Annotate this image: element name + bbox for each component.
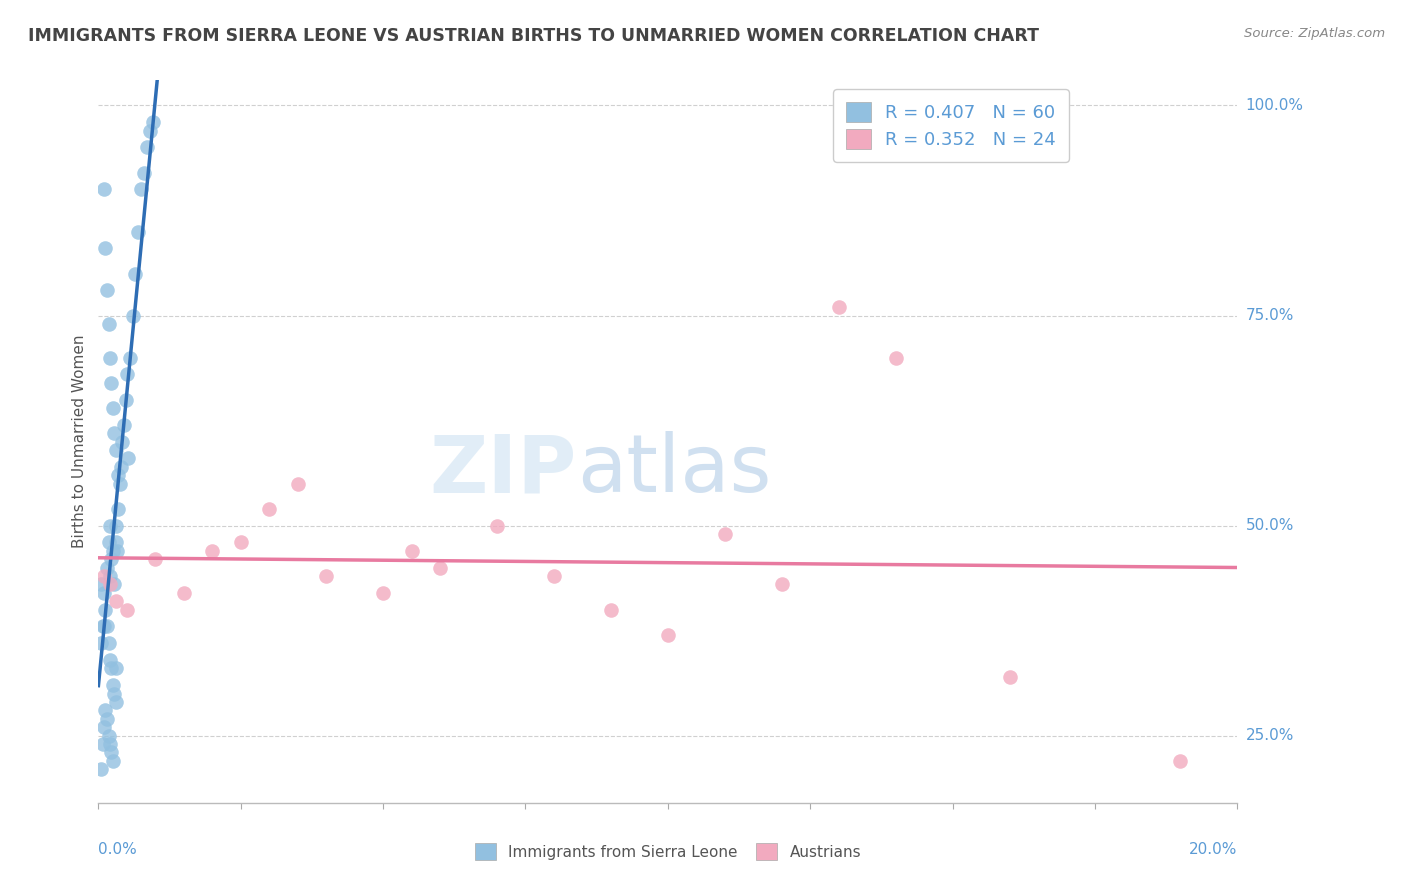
Point <box>97 535 120 549</box>
Point <box>259 501 281 516</box>
Point <box>98 737 121 751</box>
Point <box>96 560 118 574</box>
Point <box>101 678 124 692</box>
Point <box>117 451 139 466</box>
Point <box>93 182 115 196</box>
Point <box>229 535 252 549</box>
Point <box>104 661 127 675</box>
Point <box>110 459 132 474</box>
Point <box>98 569 121 583</box>
Point <box>145 552 167 566</box>
Point <box>657 628 679 642</box>
Text: atlas: atlas <box>576 432 770 509</box>
Point <box>96 619 118 633</box>
Point <box>132 166 155 180</box>
Text: 25.0%: 25.0% <box>1246 728 1294 743</box>
Text: 0.0%: 0.0% <box>98 842 138 856</box>
Point <box>112 417 135 432</box>
Point <box>98 577 121 591</box>
Point <box>101 401 124 415</box>
Point <box>129 182 152 196</box>
Text: 20.0%: 20.0% <box>1189 842 1237 856</box>
Point <box>124 267 146 281</box>
Point <box>543 569 565 583</box>
Point <box>401 543 423 558</box>
Text: Source: ZipAtlas.com: Source: ZipAtlas.com <box>1244 27 1385 40</box>
Point <box>103 687 125 701</box>
Point <box>121 309 143 323</box>
Point <box>100 745 122 759</box>
Point <box>141 115 163 129</box>
Point <box>93 569 115 583</box>
Point <box>96 712 118 726</box>
Point <box>104 518 127 533</box>
Text: ZIP: ZIP <box>429 432 576 509</box>
Point <box>90 762 112 776</box>
Point <box>105 543 128 558</box>
Point <box>91 619 114 633</box>
Point <box>104 695 127 709</box>
Point <box>100 376 122 390</box>
Point <box>94 602 117 616</box>
Point <box>127 225 149 239</box>
Text: 100.0%: 100.0% <box>1246 98 1303 113</box>
Point <box>98 351 121 365</box>
Point <box>486 518 509 533</box>
Point <box>714 527 737 541</box>
Point <box>600 602 623 616</box>
Point <box>104 594 127 608</box>
Point <box>101 754 124 768</box>
Point <box>114 392 136 407</box>
Point <box>201 543 224 558</box>
Point <box>104 442 127 457</box>
Legend: Immigrants from Sierra Leone, Austrians: Immigrants from Sierra Leone, Austrians <box>467 836 869 867</box>
Point <box>101 543 124 558</box>
Point <box>94 241 117 255</box>
Point <box>94 703 117 717</box>
Point <box>429 560 451 574</box>
Point <box>91 737 114 751</box>
Point <box>884 351 907 365</box>
Text: 75.0%: 75.0% <box>1246 308 1294 323</box>
Point <box>108 476 131 491</box>
Text: 50.0%: 50.0% <box>1246 518 1294 533</box>
Point <box>107 468 129 483</box>
Point <box>93 586 115 600</box>
Point <box>770 577 793 591</box>
Point <box>90 636 112 650</box>
Text: IMMIGRANTS FROM SIERRA LEONE VS AUSTRIAN BIRTHS TO UNMARRIED WOMEN CORRELATION C: IMMIGRANTS FROM SIERRA LEONE VS AUSTRIAN… <box>28 27 1039 45</box>
Point <box>98 653 121 667</box>
Point <box>115 368 138 382</box>
Y-axis label: Births to Unmarried Women: Births to Unmarried Women <box>72 334 87 549</box>
Point <box>1170 754 1192 768</box>
Point <box>90 577 112 591</box>
Point <box>97 636 120 650</box>
Point <box>111 434 134 449</box>
Point <box>173 586 195 600</box>
Point <box>96 283 118 297</box>
Point <box>98 518 121 533</box>
Point <box>93 720 115 734</box>
Point <box>97 729 120 743</box>
Point <box>100 661 122 675</box>
Point <box>371 586 394 600</box>
Point <box>998 670 1021 684</box>
Point <box>287 476 309 491</box>
Point <box>828 300 851 314</box>
Point <box>97 317 120 331</box>
Point <box>138 124 160 138</box>
Point <box>104 535 127 549</box>
Point <box>103 426 125 441</box>
Point <box>93 619 115 633</box>
Point <box>103 577 125 591</box>
Point <box>118 351 141 365</box>
Point <box>100 552 122 566</box>
Point <box>135 140 157 154</box>
Point <box>115 602 138 616</box>
Point <box>107 501 129 516</box>
Point <box>315 569 337 583</box>
